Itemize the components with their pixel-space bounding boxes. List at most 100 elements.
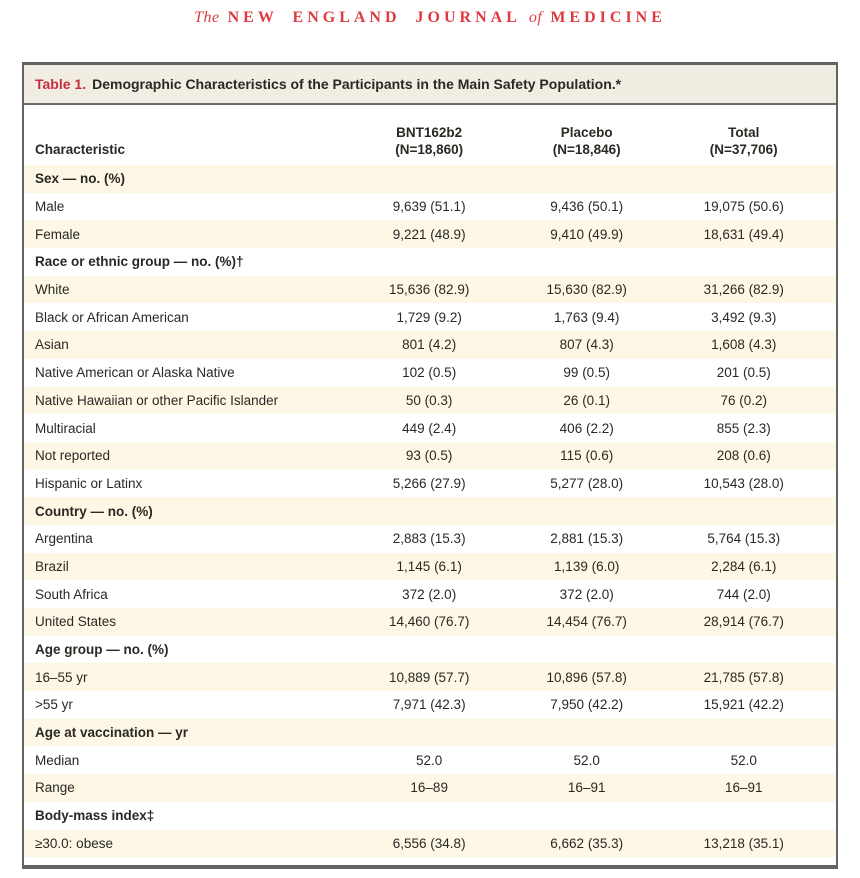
header-row: Characteristic BNT162b2 (N=18,860) Place… <box>24 105 836 165</box>
section-row: Race or ethnic group — no. (%)† <box>24 248 836 276</box>
cell-bnt162b2: 14,460 (76.7) <box>389 614 470 630</box>
cell-placebo: 9,410 (49.9) <box>550 226 624 242</box>
cell-total: 208 (0.6) <box>716 448 771 464</box>
cell-placebo: 115 (0.6) <box>560 448 614 464</box>
row-label: Asian <box>35 337 69 353</box>
masthead-of: of <box>528 9 543 26</box>
journal-masthead: The NEW ENGLAND JOURNAL of MEDICINE <box>0 0 860 27</box>
cell-total <box>665 497 836 525</box>
cell-bnt162b2 <box>350 802 508 830</box>
row-label: Female <box>35 226 81 242</box>
cell-total: 1,608 (4.3) <box>711 337 777 353</box>
row-label: Range <box>35 780 75 796</box>
cell-placebo: 1,139 (6.0) <box>554 558 620 574</box>
section-row: Sex — no. (%) <box>24 165 836 193</box>
col-header-placebo: Placebo (N=18,846) <box>507 105 666 165</box>
cell-total: 5,764 (15.3) <box>707 531 781 547</box>
cell-placebo <box>508 248 666 276</box>
cell-total: 3,492 (9.3) <box>711 309 777 325</box>
cell-bnt162b2: 50 (0.3) <box>405 392 453 408</box>
table-row: Range 16–89 16–91 16–91 <box>24 774 836 802</box>
row-label: Black or African American <box>35 309 189 325</box>
cell-total: 10,543 (28.0) <box>703 475 784 491</box>
demographics-table: Table 1. Demographic Characteristics of … <box>22 62 838 870</box>
cell-total: 18,631 (49.4) <box>703 226 784 242</box>
row-label: Hispanic or Latinx <box>35 475 143 491</box>
cell-placebo: 14,454 (76.7) <box>546 614 627 630</box>
table-row: Black or African American 1,729 (9.2) 1,76… <box>24 303 836 332</box>
cell-bnt162b2: 1,145 (6.1) <box>396 558 462 574</box>
masthead-medicine: MEDICINE <box>550 9 666 26</box>
section-row: Country — no. (%) <box>24 497 836 525</box>
cell-placebo: 16–91 <box>567 780 606 796</box>
cell-placebo: 9,436 (50.1) <box>550 199 624 215</box>
row-label: 16–55 yr <box>35 669 88 685</box>
cell-placebo <box>508 497 666 525</box>
row-label: Sex — no. (%) <box>35 171 126 187</box>
row-label: Multiracial <box>35 420 96 436</box>
table-row: ≥30.0: obese 6,556 (34.8) 6,662 (35.3) 13,2… <box>24 829 836 858</box>
row-label: Argentina <box>35 531 93 547</box>
table-row: Male 9,639 (51.1) 9,436 (50.1) 19,075 (50.6… <box>24 192 836 221</box>
section-row: Age at vaccination — yr <box>24 718 836 747</box>
table-row: Asian 801 (4.2) 807 (4.3) 1,608 (4.3) <box>24 331 836 359</box>
cell-total: 13,218 (35.1) <box>703 835 784 851</box>
cell-bnt162b2: 102 (0.5) <box>402 365 457 381</box>
cell-bnt162b2: 372 (2.0) <box>402 586 457 602</box>
cell-total: 16–91 <box>724 780 763 796</box>
table-row: Female 9,221 (48.9) 9,410 (49.9) 18,631 (49… <box>24 220 836 249</box>
cell-placebo: 5,277 (28.0) <box>550 475 624 491</box>
cell-placebo: 372 (2.0) <box>559 586 614 602</box>
cell-placebo: 807 (4.3) <box>559 337 614 353</box>
cell-total: 52.0 <box>730 752 757 768</box>
cell-placebo: 7,950 (42.2) <box>550 697 624 713</box>
cell-placebo: 26 (0.1) <box>563 392 610 408</box>
cell-bnt162b2: 16–89 <box>410 780 448 796</box>
table-row: Multiracial 449 (2.4) 406 (2.2) 855 (2.3) <box>24 414 836 442</box>
table-row: South Africa 372 (2.0) 372 (2.0) 744 (2.0) <box>24 580 836 608</box>
row-label: Native American or Alaska Native <box>35 365 235 381</box>
table-row: Not reported 93 (0.5) 115 (0.6) 208 (0.6) <box>24 441 836 470</box>
col-header-bnt162b2: BNT162b2 (N=18,860) <box>350 105 508 165</box>
table-title-text: Demographic Characteristics of the Parti… <box>92 76 622 92</box>
section-row: Body-mass index‡ <box>24 801 836 830</box>
table-number-label: Table 1. <box>35 76 87 92</box>
cell-total <box>665 165 836 193</box>
table-row: Argentina 2,883 (15.3) 2,881 (15.3) 5,764 (… <box>24 524 836 553</box>
row-label: Age at vaccination — yr <box>35 725 189 741</box>
masthead-journal: NEW ENGLAND JOURNAL <box>227 9 521 26</box>
row-label: Country — no. (%) <box>35 503 153 519</box>
cell-bnt162b2: 10,889 (57.7) <box>389 669 470 685</box>
table-row: >55 yr 7,971 (42.3) 7,950 (42.2) 15,921 (42… <box>24 691 836 719</box>
row-label: >55 yr <box>35 697 73 713</box>
cell-bnt162b2 <box>350 165 508 193</box>
cell-bnt162b2: 52.0 <box>416 752 443 768</box>
col-header-total: Total (N=37,706) <box>665 105 836 165</box>
col-header-characteristic: Characteristic <box>24 105 351 165</box>
cell-total <box>665 248 836 276</box>
row-label: South Africa <box>35 586 108 602</box>
cell-total: 855 (2.3) <box>716 420 771 436</box>
row-label: Race or ethnic group — no. (%)† <box>35 254 244 270</box>
cell-total <box>665 802 836 830</box>
table-row: 16–55 yr 10,889 (57.7) 10,896 (57.8) 21,785… <box>24 663 836 692</box>
cell-total: 201 (0.5) <box>716 365 771 381</box>
cell-bnt162b2: 1,729 (9.2) <box>396 309 462 325</box>
cell-bnt162b2 <box>350 497 508 525</box>
row-label: Body-mass index‡ <box>35 808 155 824</box>
row-label: Not reported <box>35 448 111 464</box>
row-label: White <box>35 282 70 298</box>
cell-placebo: 2,881 (15.3) <box>550 531 624 547</box>
cell-total: 31,266 (82.9) <box>703 282 784 298</box>
cell-bnt162b2: 449 (2.4) <box>402 420 457 436</box>
masthead-the: The <box>194 9 220 26</box>
cell-placebo: 6,662 (35.3) <box>550 835 624 851</box>
cell-bnt162b2: 5,266 (27.9) <box>392 475 466 491</box>
cell-bnt162b2: 15,636 (82.9) <box>389 282 470 298</box>
cell-placebo: 10,896 (57.8) <box>546 669 627 685</box>
cell-placebo: 1,763 (9.4) <box>554 309 620 325</box>
table-row: White 15,636 (82.9) 15,630 (82.9) 31,266 (8… <box>24 275 836 304</box>
cell-placebo: 406 (2.2) <box>559 420 614 436</box>
row-label: Native Hawaiian or other Pacific Islande… <box>35 392 279 408</box>
table-row: Hispanic or Latinx 5,266 (27.9) 5,277 (28.… <box>24 469 836 498</box>
